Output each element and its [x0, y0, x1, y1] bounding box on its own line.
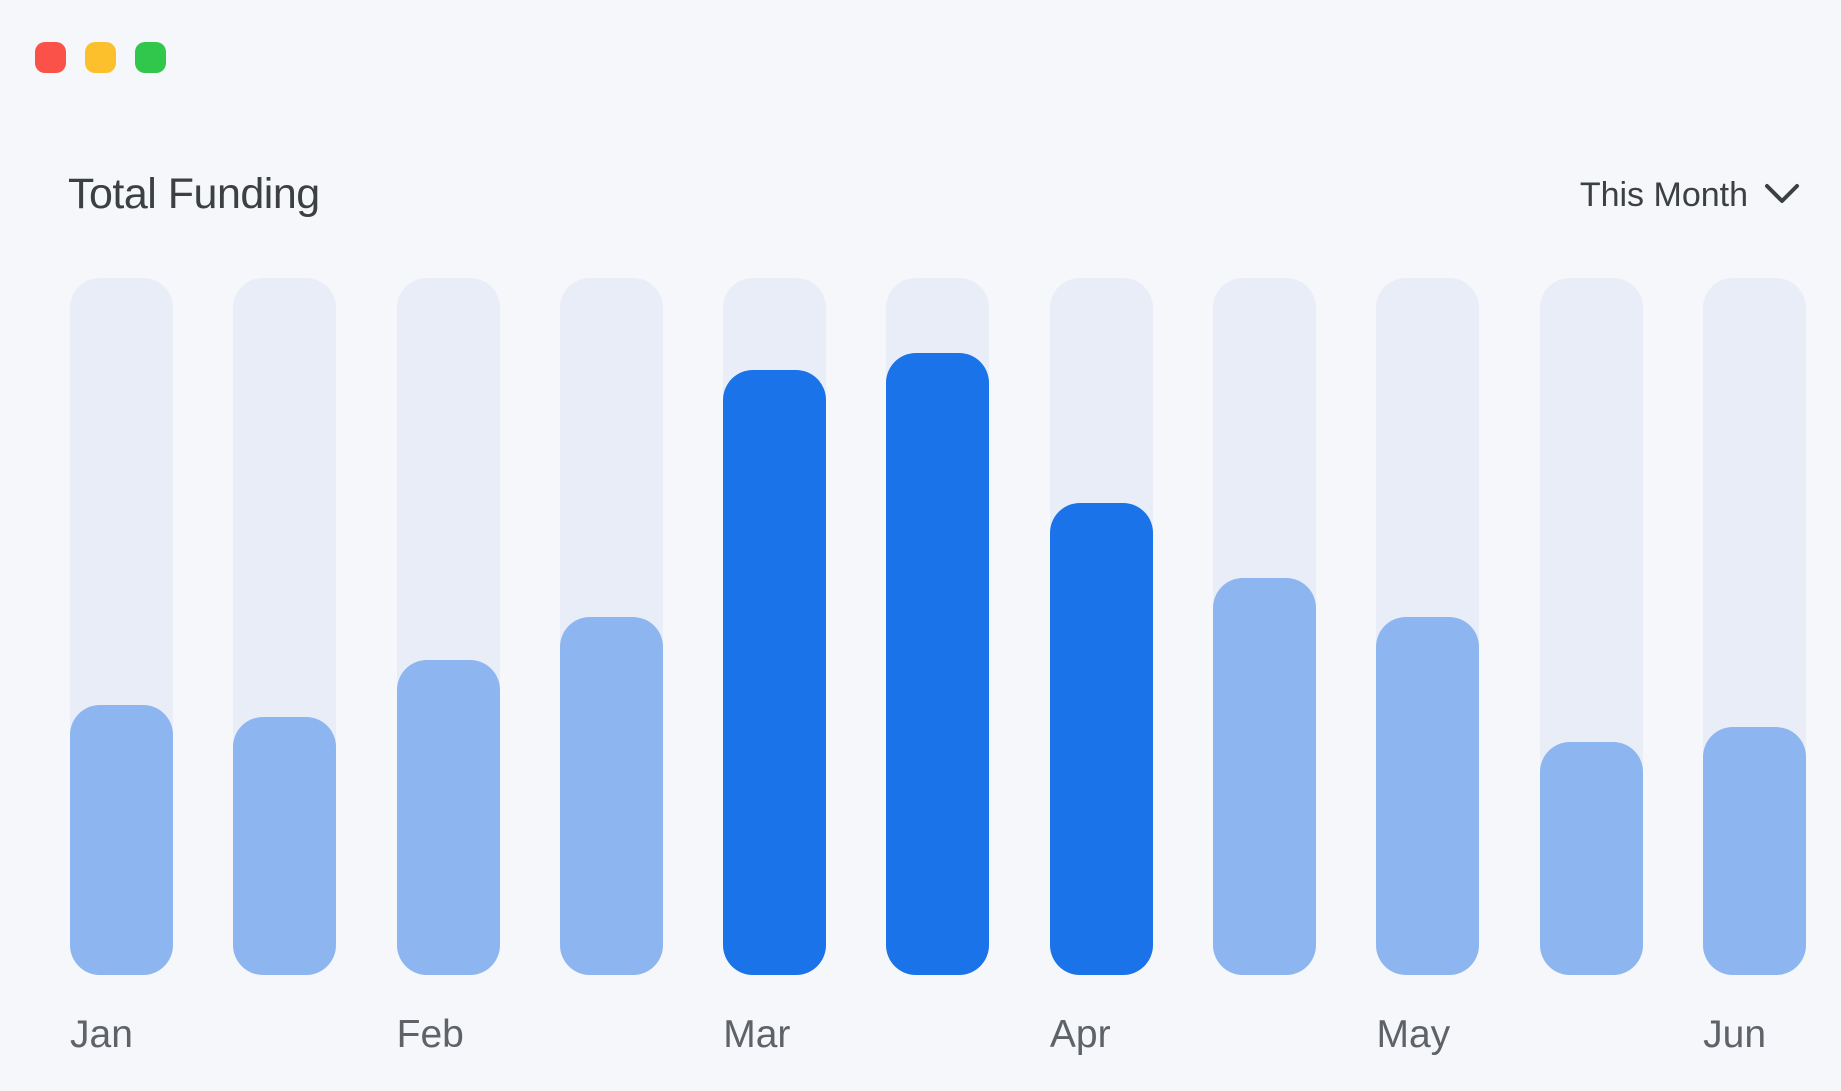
minimize-button[interactable] — [85, 42, 116, 73]
bar-track — [233, 278, 337, 975]
bar-fill — [559, 616, 663, 975]
x-axis-label: Feb — [396, 1013, 464, 1056]
bar-track — [396, 278, 500, 975]
x-axis-label: Jan — [70, 1013, 133, 1056]
bar-fill — [396, 659, 500, 975]
bar-fill — [1049, 503, 1153, 975]
close-button[interactable] — [35, 42, 66, 73]
bar-track — [1702, 278, 1806, 975]
bar-chart — [70, 278, 1806, 975]
bar-track — [1539, 278, 1643, 975]
bar-fill — [1376, 616, 1480, 975]
chevron-down-icon — [1764, 183, 1800, 208]
bar-fill — [233, 717, 337, 975]
bar-fill — [1702, 726, 1806, 975]
bar-track — [886, 278, 990, 975]
window-controls — [35, 42, 166, 73]
bar-fill — [70, 705, 173, 975]
bar-track — [559, 278, 663, 975]
x-axis-label: Apr — [1049, 1013, 1111, 1056]
page-title: Total Funding — [68, 170, 320, 218]
bar-track — [1376, 278, 1480, 975]
bar-fill — [723, 370, 827, 975]
period-dropdown[interactable]: This Month — [1579, 176, 1800, 214]
bar-fill — [1539, 742, 1643, 975]
zoom-button[interactable] — [135, 42, 166, 73]
bar-fill — [1213, 577, 1317, 975]
bar-track — [1213, 278, 1317, 975]
x-axis: Jan Feb Mar Apr May Jun — [70, 1013, 1806, 1064]
bar-track — [70, 278, 173, 975]
period-dropdown-label: This Month — [1579, 176, 1748, 214]
x-axis-label: Mar — [723, 1013, 791, 1056]
bar-track — [723, 278, 827, 975]
x-axis-label: Jun — [1703, 1013, 1767, 1056]
bar-track — [1049, 278, 1153, 975]
x-axis-label: May — [1376, 1013, 1451, 1056]
bar-fill — [886, 353, 990, 975]
